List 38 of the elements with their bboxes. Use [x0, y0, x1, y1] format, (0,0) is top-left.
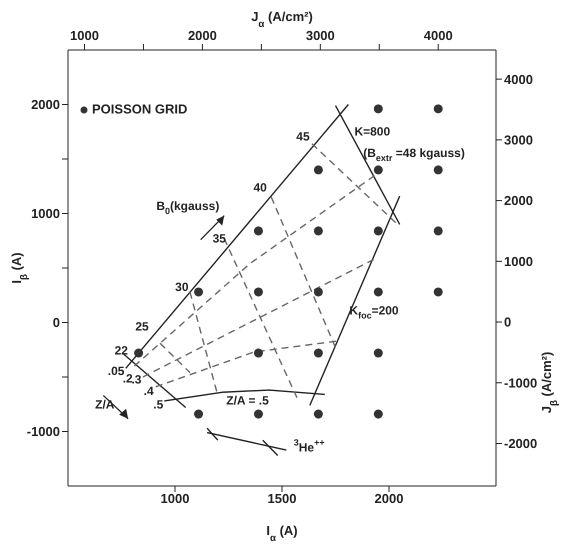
x-tick-label: 1500	[268, 491, 296, 506]
annotation: .4	[144, 384, 154, 398]
y-tick-label: 0	[52, 315, 60, 330]
y2-tick-label: 1000	[504, 254, 533, 269]
x-tick-label: 1000	[160, 491, 190, 506]
annotation: 35	[212, 232, 226, 246]
annotation: $^{3}$He$^{++}$	[294, 438, 325, 455]
y2-tick-label: 2000	[504, 193, 533, 208]
x2-tick-label: 1000	[70, 28, 99, 43]
annotation: B$_{0}$(kgauss)	[156, 199, 220, 216]
annotation: Z/A = .5	[226, 394, 270, 408]
x2-tick-label: 3000	[306, 28, 335, 43]
y-tick-label: 1000	[31, 206, 60, 222]
y2-tick-label: 0	[504, 314, 512, 330]
annotation: (B$_{extr}$ =48 kgauss)	[363, 146, 465, 164]
x2-tick-label: 2000	[188, 28, 217, 43]
legend-label: POISSON GRID	[92, 101, 188, 116]
annotation: .3	[131, 372, 142, 387]
y2-tick-label: -1000	[504, 375, 538, 390]
annotation: Z/A	[95, 398, 115, 412]
y-tick-label: -1000	[26, 424, 60, 440]
annotation: 22	[114, 344, 128, 358]
annotation: .5	[153, 398, 164, 412]
annotation: .2	[122, 372, 134, 386]
annotation: K=800	[354, 124, 390, 139]
annotation: .05	[108, 364, 125, 378]
x2-tick-label: 4000	[424, 28, 453, 43]
y2-tick-label: -2000	[504, 436, 538, 452]
x2-axis-title: J$_{α}$ (A/cm²)	[251, 9, 313, 30]
y2-tick-label: 4000	[504, 72, 533, 87]
annotation: 25	[135, 319, 150, 334]
x-tick-label: 2000	[374, 491, 404, 506]
y-tick-label: 2000	[31, 97, 60, 112]
y2-tick-label: 3000	[504, 132, 533, 148]
annotation: 30	[175, 280, 189, 294]
annotation: 45	[296, 129, 310, 144]
annotation: 40	[253, 180, 268, 195]
x-axis-title: I$_{α}$ (A)	[266, 523, 298, 544]
